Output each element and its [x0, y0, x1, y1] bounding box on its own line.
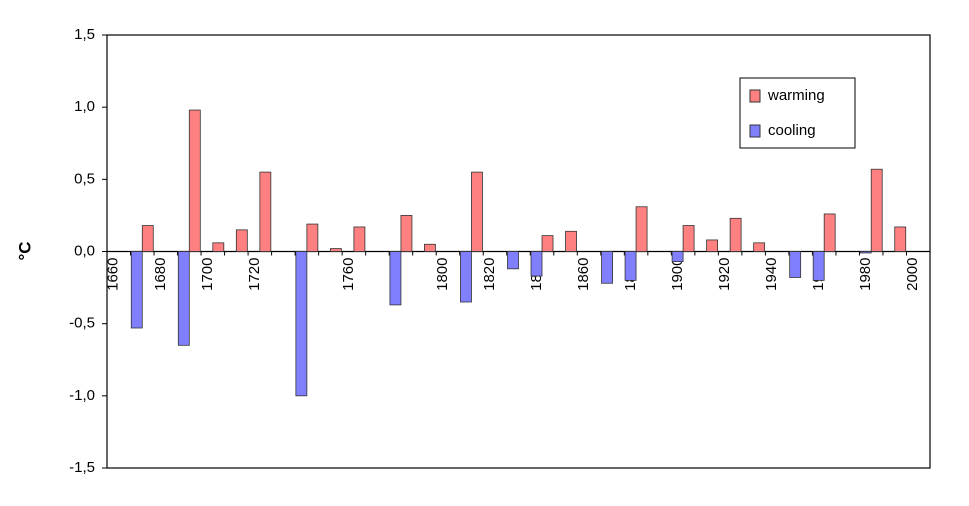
bar: [235, 229, 248, 252]
bar: [870, 168, 883, 252]
bar: [460, 251, 472, 303]
bar: [188, 109, 201, 252]
bar: [130, 251, 143, 329]
bar: [812, 251, 825, 281]
legend-swatch: [749, 124, 761, 138]
legend-label: warming: [767, 87, 825, 104]
x-tick-label: 1920: [716, 258, 733, 291]
x-tick-label: 1680: [152, 258, 169, 291]
x-tick-label: 1720: [246, 258, 263, 291]
bar: [424, 243, 436, 252]
bar: [682, 225, 695, 252]
bar: [541, 235, 554, 252]
y-tick-label: -1,0: [69, 387, 95, 404]
x-tick-label: 1760: [340, 258, 357, 291]
bar: [530, 251, 543, 277]
bar: [212, 242, 225, 252]
bar: [859, 251, 872, 254]
bar: [601, 251, 613, 284]
bar: [671, 251, 684, 263]
bar: [565, 230, 577, 252]
x-tick-label: 1800: [434, 258, 451, 291]
y-tick-label: -1,5: [69, 459, 95, 476]
bar: [789, 251, 802, 278]
x-tick-label: 1820: [481, 258, 498, 291]
x-tick-label: 1940: [763, 258, 780, 291]
x-tick-label: 1980: [857, 258, 874, 291]
y-tick-label: 0,5: [74, 170, 95, 187]
y-tick-label: 0,0: [74, 242, 95, 259]
bar: [259, 171, 272, 252]
bar: [329, 248, 342, 252]
x-tick-label: 1900: [669, 258, 686, 291]
y-axis-label: °C: [15, 241, 34, 260]
legend-swatch: [749, 89, 761, 103]
bar: [306, 223, 319, 252]
y-tick-label: 1,0: [74, 98, 95, 115]
legend-label: cooling: [768, 122, 816, 139]
bar: [353, 226, 366, 252]
x-tick-label: 2000: [904, 258, 921, 291]
bar: [894, 226, 907, 252]
bar: [471, 171, 483, 252]
bar: [141, 225, 154, 252]
bar: [177, 251, 190, 346]
bar: [389, 251, 402, 306]
bar: [823, 213, 836, 252]
x-tick-label: 1660: [105, 258, 122, 291]
bar: [400, 215, 413, 252]
bar: [635, 206, 648, 252]
bar: [729, 217, 742, 252]
bar: [706, 239, 719, 252]
x-tick-label: 1700: [199, 258, 216, 291]
x-tick-label: 1860: [575, 258, 592, 291]
bar: [753, 242, 766, 252]
bar: [624, 251, 637, 281]
bar: [295, 251, 308, 397]
y-tick-label: 1,5: [74, 26, 95, 43]
bar: [507, 251, 519, 270]
y-tick-label: -0,5: [69, 315, 95, 332]
